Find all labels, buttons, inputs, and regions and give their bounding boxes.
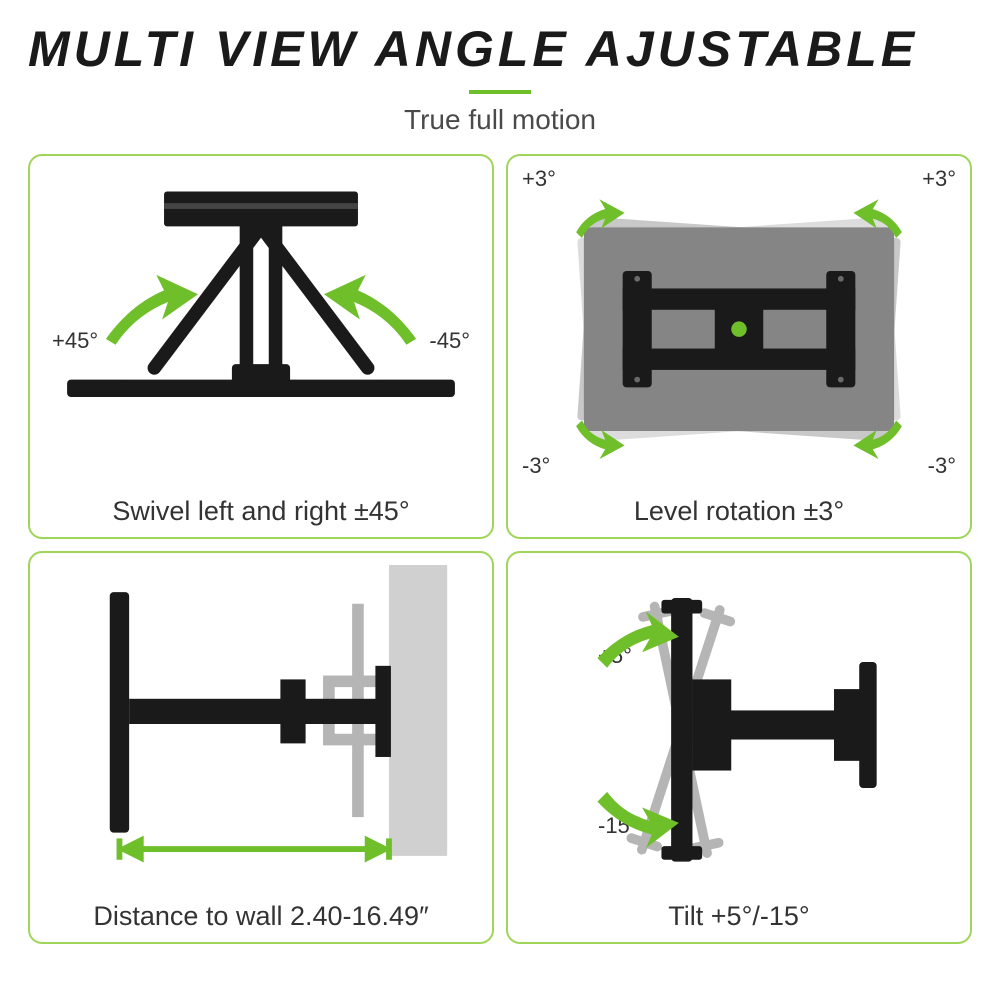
swivel-left-label: +45° (52, 328, 98, 354)
swivel-illustration: +45° -45° (38, 168, 484, 490)
swivel-caption: Swivel left and right ±45° (112, 496, 409, 527)
panel-grid: +45° -45° (28, 154, 972, 944)
distance-icon (38, 565, 484, 895)
tilt-caption: Tilt +5°/-15° (668, 901, 809, 932)
panel-swivel: +45° -45° (28, 154, 494, 539)
panel-tilt: +5° -15° (506, 551, 972, 944)
swivel-right-label: -45° (429, 328, 470, 354)
distance-illustration (38, 565, 484, 895)
page-subtitle: True full motion (28, 104, 972, 136)
tilt-illustration (516, 565, 962, 895)
swivel-icon (38, 168, 484, 490)
page-title: MULTI VIEW ANGLE AJUSTABLE (28, 20, 972, 78)
panel-level: +3° +3° -3° -3° (506, 154, 972, 539)
level-illustration (516, 168, 962, 490)
distance-caption: Distance to wall 2.40-16.49″ (93, 901, 428, 932)
tilt-icon (516, 565, 962, 895)
panel-distance: Distance to wall 2.40-16.49″ (28, 551, 494, 944)
level-icon (516, 168, 962, 490)
accent-divider (469, 90, 531, 94)
level-caption: Level rotation ±3° (634, 496, 844, 527)
